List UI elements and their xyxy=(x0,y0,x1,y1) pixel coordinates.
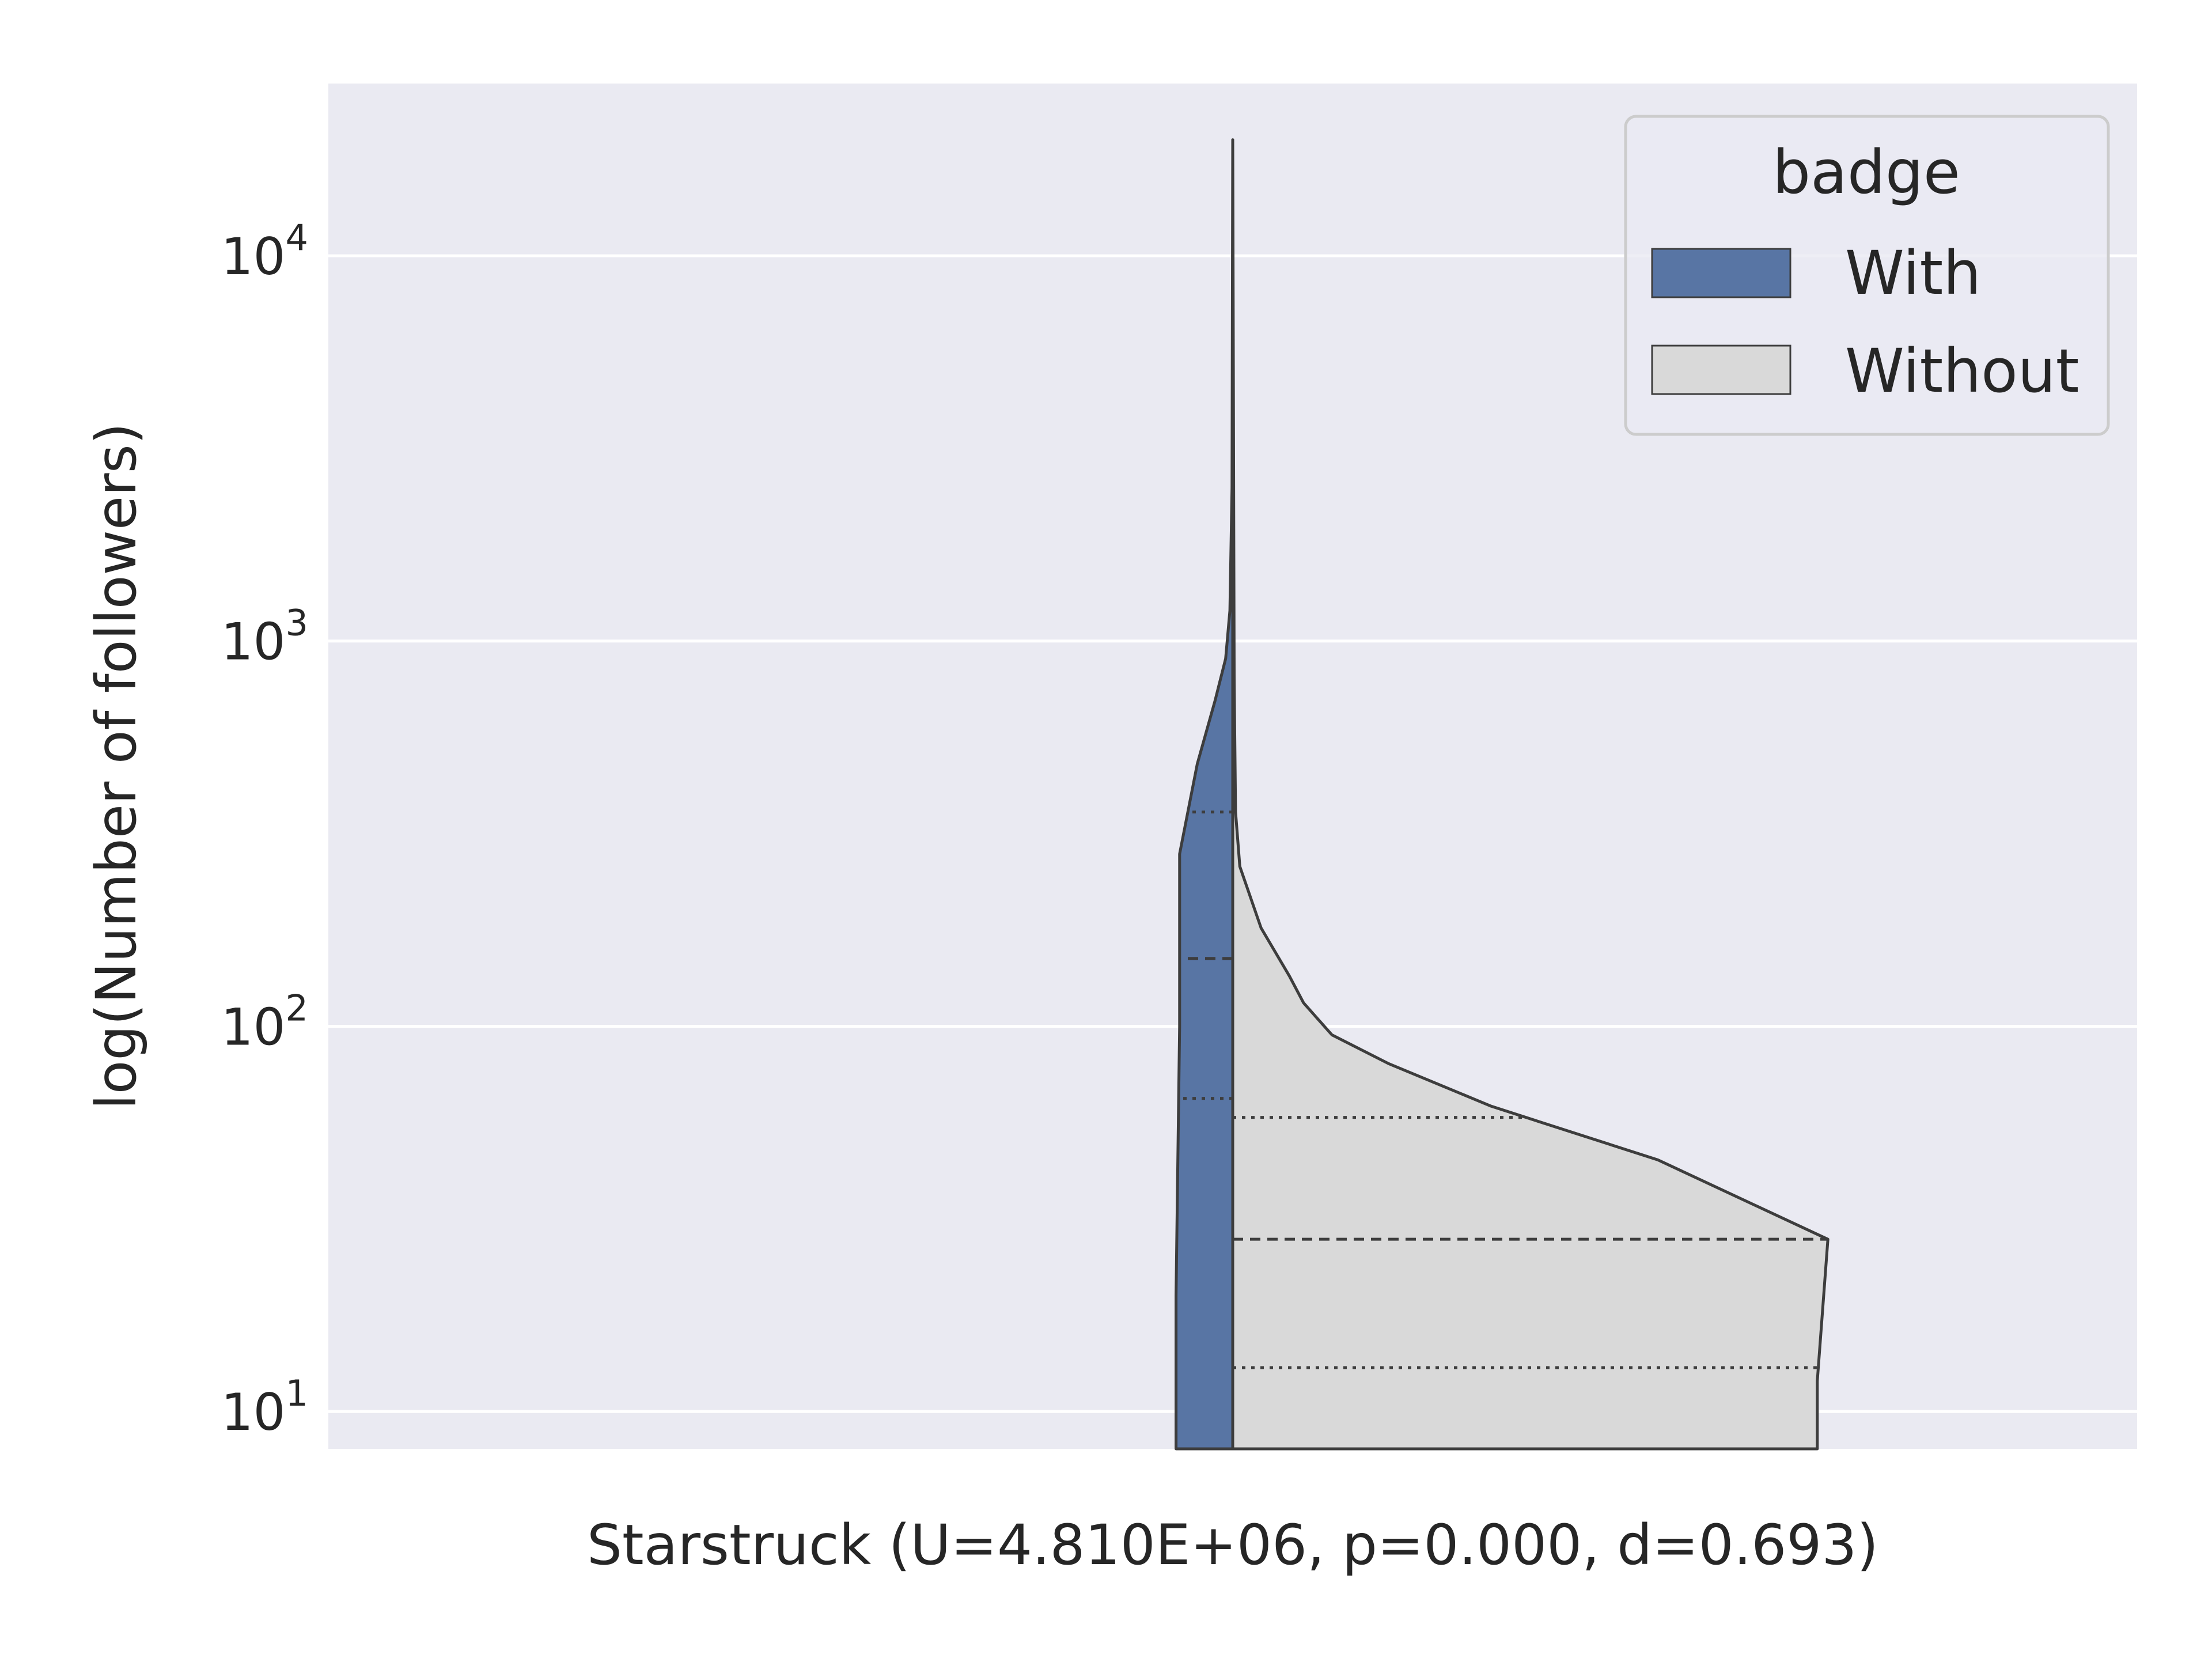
y-tick-labels: 101 102 103 104 xyxy=(221,217,308,1442)
legend-title: badge xyxy=(1772,137,1960,207)
legend: badge With Without xyxy=(1624,115,2110,436)
legend-label-without: Without xyxy=(1845,336,2079,406)
y-tick-label: 104 xyxy=(221,217,308,286)
legend-label-with: With xyxy=(1845,238,1981,308)
y-tick-label: 101 xyxy=(221,1372,308,1442)
legend-swatch-without xyxy=(1651,344,1791,395)
quartile-lines xyxy=(1179,810,1828,1369)
y-tick-label: 103 xyxy=(221,602,308,672)
legend-swatch-with xyxy=(1651,248,1791,298)
x-axis-label: Starstruck (U=4.810E+06, p=0.000, d=0.69… xyxy=(587,1513,1878,1577)
violins xyxy=(1175,138,1830,1451)
y-axis-label: log(Number of followers) xyxy=(84,423,149,1110)
y-tick-label: 102 xyxy=(221,987,308,1057)
violin-without xyxy=(1231,138,1830,1451)
